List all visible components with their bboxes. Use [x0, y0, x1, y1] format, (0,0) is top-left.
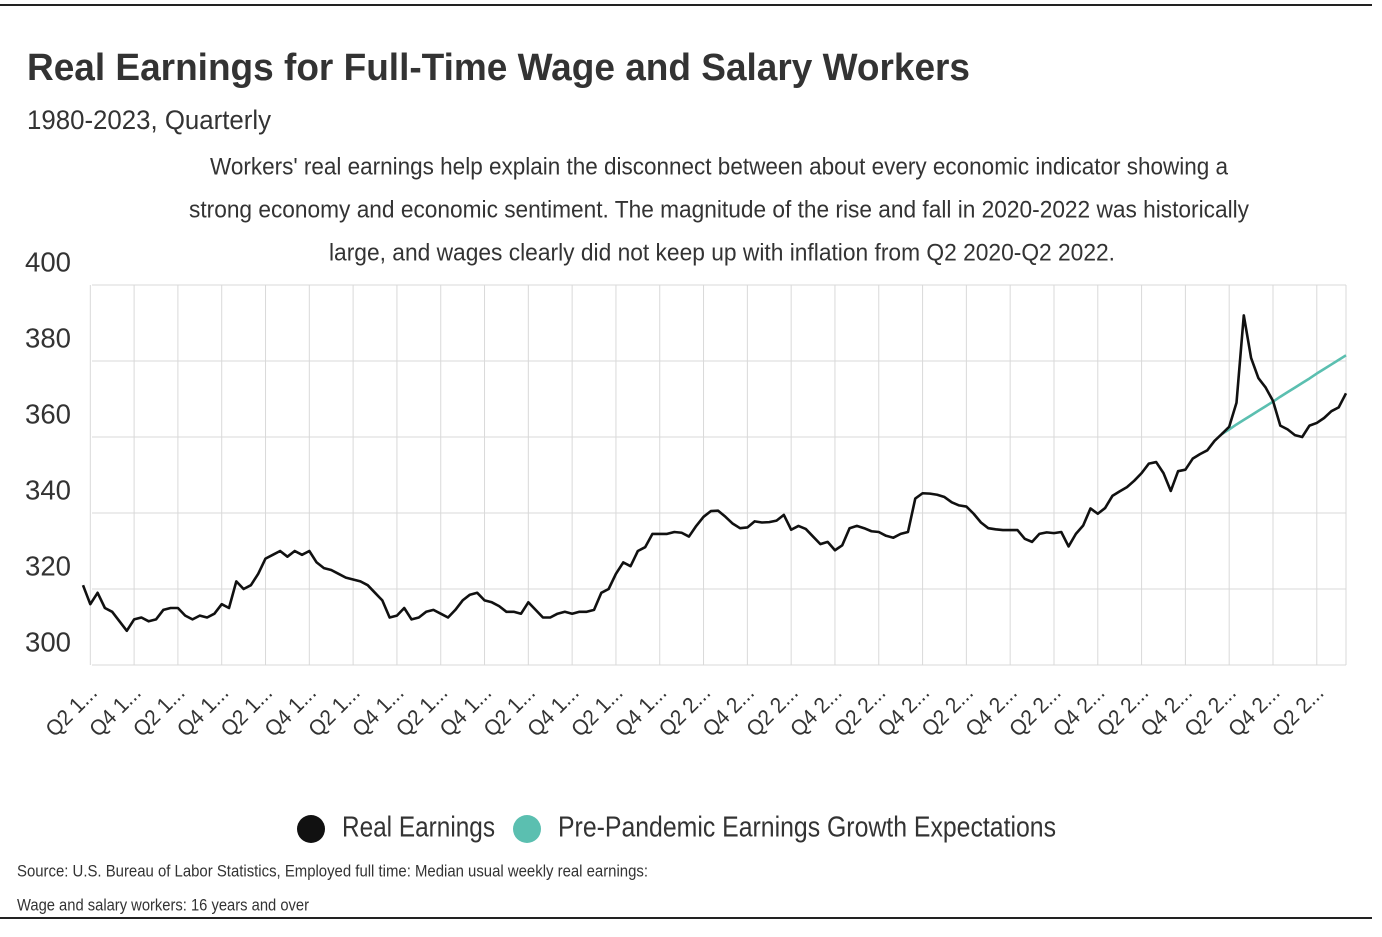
legend-swatch: [297, 815, 325, 843]
annotation-line: large, and wages clearly did not keep up…: [329, 239, 1115, 266]
series-line: [1221, 354, 1347, 436]
legend-label: Real Earnings: [342, 812, 495, 844]
series-line: [81, 314, 1348, 633]
legend-label: Pre-Pandemic Earnings Growth Expectation…: [558, 812, 1056, 844]
source-line: Source: U.S. Bureau of Labor Statistics,…: [17, 861, 648, 880]
source-line: Wage and salary workers: 16 years and ov…: [17, 895, 309, 914]
y-tick-label: 340: [25, 474, 71, 505]
y-tick-label: 400: [25, 246, 71, 277]
legend-swatch: [513, 815, 541, 843]
y-tick-label: 360: [25, 398, 71, 429]
annotation-line: Workers' real earnings help explain the …: [210, 153, 1229, 180]
y-tick-label: 380: [25, 322, 71, 353]
y-tick-label: 300: [25, 626, 71, 657]
y-tick-label: 320: [25, 550, 71, 581]
chart-subtitle: 1980-2023, Quarterly: [27, 105, 271, 135]
chart-title: Real Earnings for Full-Time Wage and Sal…: [27, 47, 970, 89]
annotation-line: strong economy and economic sentiment. T…: [189, 196, 1249, 223]
